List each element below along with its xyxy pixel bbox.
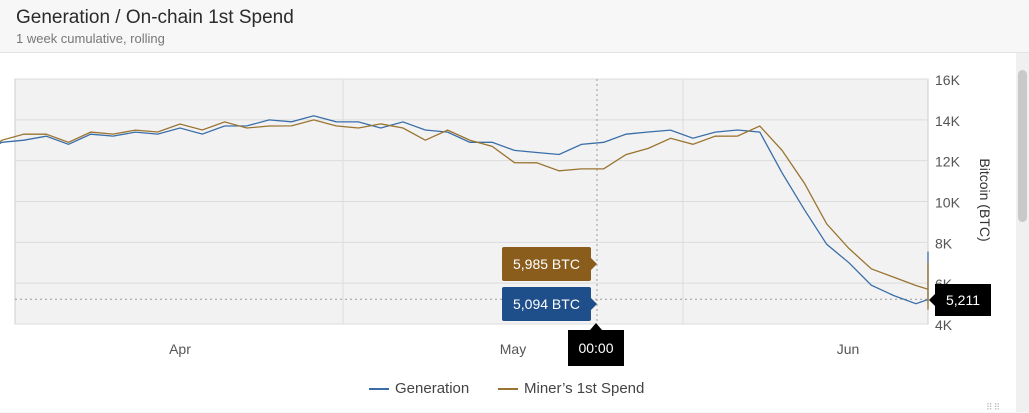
x-flag-pointer <box>590 323 602 330</box>
y-axis-ticks: 4K6K8K10K12K14K16K <box>935 72 961 333</box>
legend-item-generation[interactable]: Generation <box>369 380 469 397</box>
x-tick-label: Jun <box>837 341 860 357</box>
y-tick-label: 14K <box>935 113 961 129</box>
y-flag-pointer <box>929 294 935 306</box>
chart-subtitle: 1 week cumulative, rolling <box>16 31 165 46</box>
chart-header: Generation / On-chain 1st Spend 1 week c… <box>0 0 1029 53</box>
chart-title: Generation / On-chain 1st Spend <box>16 7 294 28</box>
legend-swatch-spend <box>498 387 518 390</box>
y-tick-label: 8K <box>935 235 953 251</box>
tooltip-generation: 5,094 BTC <box>502 287 591 321</box>
series-generation-line <box>0 115 929 305</box>
gridlines <box>15 78 928 325</box>
legend-label-generation: Generation <box>395 380 470 397</box>
legend-item-spend[interactable]: Miner’s 1st Spend <box>498 380 644 397</box>
resize-grip-icon[interactable]: ⠿⠿ <box>986 402 1002 412</box>
y-tick-label: 16K <box>935 72 961 88</box>
y-tick-label: 10K <box>935 195 961 211</box>
tooltip-generation-pointer <box>591 298 597 310</box>
series-spend-line <box>0 119 929 310</box>
y-axis-label: Bitcoin (BTC) <box>977 158 993 241</box>
x-axis-ticks: Apr May Jun <box>169 341 859 357</box>
legend-swatch-generation <box>369 387 389 390</box>
x-tick-label: May <box>500 341 526 357</box>
tooltip-spend: 5,985 BTC <box>502 247 591 281</box>
x-tick-label: Apr <box>169 341 191 357</box>
chart-legend: Generation Miner’s 1st Spend <box>0 380 1016 400</box>
y-tick-label: 12K <box>935 154 961 170</box>
legend-label-spend: Miner’s 1st Spend <box>524 380 645 397</box>
y-tick-label: 4K <box>935 317 953 333</box>
scrollbar-thumb[interactable] <box>1018 70 1027 222</box>
tooltip-spend-pointer <box>591 258 597 270</box>
crosshair-x-label: 00:00 <box>568 330 624 366</box>
crosshair-y-label: 5,211 <box>935 284 991 316</box>
